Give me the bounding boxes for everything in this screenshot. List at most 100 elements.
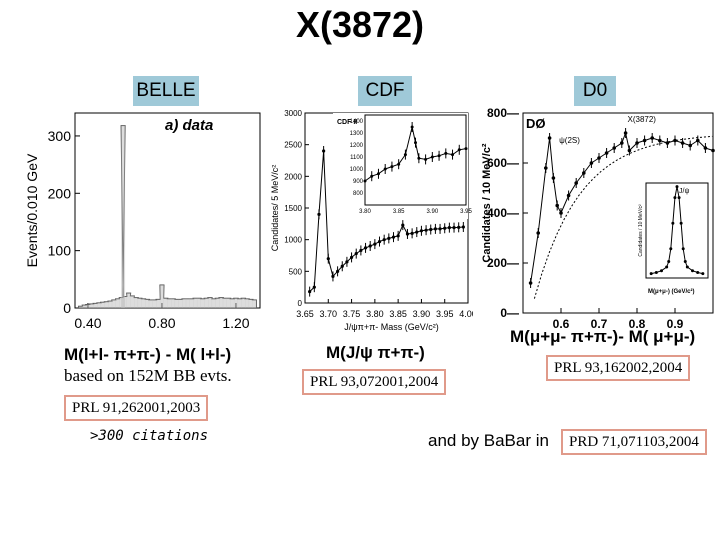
- cdf-inset-y-tick-label: 1200: [350, 143, 364, 149]
- cdf-data-point: [322, 149, 326, 153]
- belle-bar: [211, 298, 216, 308]
- d0-data-point: [612, 146, 616, 150]
- d0-inset-data-point: [649, 272, 653, 276]
- d0-background-curve: [533, 135, 713, 299]
- d0-inset-data-point: [696, 271, 700, 275]
- belle-x-tick-label: 1.20: [222, 315, 249, 331]
- d0-chart-title: DØ: [526, 116, 546, 131]
- belle-bar: [230, 298, 235, 308]
- slide-title: X(3872): [295, 4, 425, 45]
- d0-data-point: [711, 148, 715, 153]
- cdf-inset-data-point: [437, 154, 441, 158]
- belle-y-tick-label: 300: [48, 128, 72, 144]
- d0-inset-data-point: [701, 272, 705, 276]
- cdf-data-point: [359, 248, 363, 253]
- cdf-y-tick-label: 0: [298, 299, 303, 308]
- belle-bar: [115, 298, 120, 308]
- cdf-x-tick-label: 3.95: [436, 309, 454, 319]
- belle-bar: [89, 303, 94, 308]
- cdf-inset-y-tick-label: 1100: [350, 155, 364, 161]
- belle-bar: [100, 302, 105, 308]
- cdf-data-point: [317, 212, 321, 216]
- cdf-data-point: [424, 228, 428, 232]
- belle-bar: [248, 299, 253, 308]
- cdf-data-point: [419, 229, 424, 233]
- cdf-data-point: [382, 238, 386, 242]
- cdf-inset-data-point: [383, 167, 387, 171]
- cdf-inset-title: CDF II: [337, 119, 357, 126]
- belle-bar: [130, 295, 135, 308]
- cdf-inset-background: [333, 113, 468, 219]
- babar-note: and by BaBar in: [428, 431, 549, 450]
- belle-bar: [126, 293, 131, 308]
- d0-data-point: [650, 136, 654, 140]
- cdf-inset-data-point: [457, 148, 461, 152]
- d0-data-point: [589, 161, 594, 165]
- d0-data-point: [635, 141, 639, 145]
- cdf-data-point: [457, 225, 461, 229]
- cdf-data-point: [377, 239, 382, 244]
- d0-data-point: [604, 151, 609, 155]
- cdf-data-point: [401, 223, 405, 227]
- d0-data-point: [597, 156, 601, 160]
- cdf-y-tick-label: 2500: [284, 141, 302, 150]
- cdf-x-tick-label: 3.70: [320, 309, 338, 319]
- belle-bar: [163, 298, 168, 308]
- cdf-data-point: [331, 274, 335, 278]
- belle-histogram-outline: [78, 125, 257, 308]
- belle-bar: [219, 297, 224, 308]
- belle-bar: [237, 298, 242, 308]
- d0-inset-data-point: [679, 221, 683, 225]
- cdf-inset-y-tick-label: 1000: [350, 167, 364, 173]
- belle-bar: [78, 306, 83, 308]
- belle-bar: [233, 298, 238, 308]
- cdf-inset-data-point: [403, 153, 407, 157]
- d0-psi2s-annotation: ψ(2S): [559, 136, 580, 145]
- d0-data-point: [665, 141, 670, 145]
- cdf-inset-data-point: [363, 179, 367, 183]
- cdf-data-point: [326, 257, 330, 261]
- belle-bar: [174, 299, 179, 308]
- d0-inset-y-axis-label: Candidates / 10 MeV/c²: [638, 204, 644, 257]
- cdf-data-point: [443, 226, 447, 230]
- belle-chart: a) data Events/0.010 GeV 0 100 200 300 0.40 0.8…: [24, 112, 261, 331]
- d0-inset-frame: [645, 182, 709, 279]
- belle-bar: [97, 302, 102, 308]
- belle-bar: [121, 125, 126, 308]
- cdf-data-point: [349, 255, 354, 259]
- cdf-inset-data-point: [444, 151, 448, 155]
- citations-note: >300 citations: [90, 428, 209, 444]
- belle-bar: [200, 298, 205, 308]
- d0-inset-data-point: [673, 196, 677, 200]
- belle-bar: [185, 298, 190, 308]
- cdf-data-point: [410, 231, 414, 235]
- cdf-inset-data-point: [464, 147, 468, 151]
- d0-y-tick-label: 600—: [487, 156, 519, 170]
- cdf-data-point: [373, 242, 377, 246]
- d0-x-tick-label: 0.6: [553, 317, 570, 331]
- cdf-data-point: [354, 252, 358, 256]
- belle-bar: [178, 299, 183, 308]
- cdf-inset-y-tick-label: 1400: [350, 119, 364, 125]
- belle-bar: [171, 298, 176, 308]
- d0-data-point: [703, 146, 708, 150]
- cdf-data-point: [387, 236, 391, 240]
- cdf-data-point: [345, 260, 349, 264]
- d0-inset-data-point: [671, 221, 675, 225]
- cdf-data-point: [429, 227, 433, 232]
- d0-data-point: [642, 138, 647, 143]
- belle-bar: [222, 298, 227, 308]
- cdf-data-point: [452, 226, 456, 230]
- belle-y-tick-label: 0: [63, 300, 71, 316]
- cdf-inset-data-point: [397, 162, 401, 166]
- d0-y-tick-label: 0—: [500, 306, 519, 320]
- cdf-inset-data-point: [390, 165, 394, 169]
- cdf-y-tick-label: 1500: [284, 204, 302, 213]
- cdf-x-axis-label: J/ψπ+π- Mass (GeV/c²): [344, 322, 439, 332]
- belle-bar: [167, 298, 172, 308]
- d0-y-tick-label: 400—: [487, 206, 519, 220]
- d0-data-point: [620, 141, 624, 145]
- cdf-data-point: [368, 244, 372, 248]
- d0-inset-data-point: [675, 185, 679, 189]
- belle-x-tick-label: 0.80: [148, 315, 175, 331]
